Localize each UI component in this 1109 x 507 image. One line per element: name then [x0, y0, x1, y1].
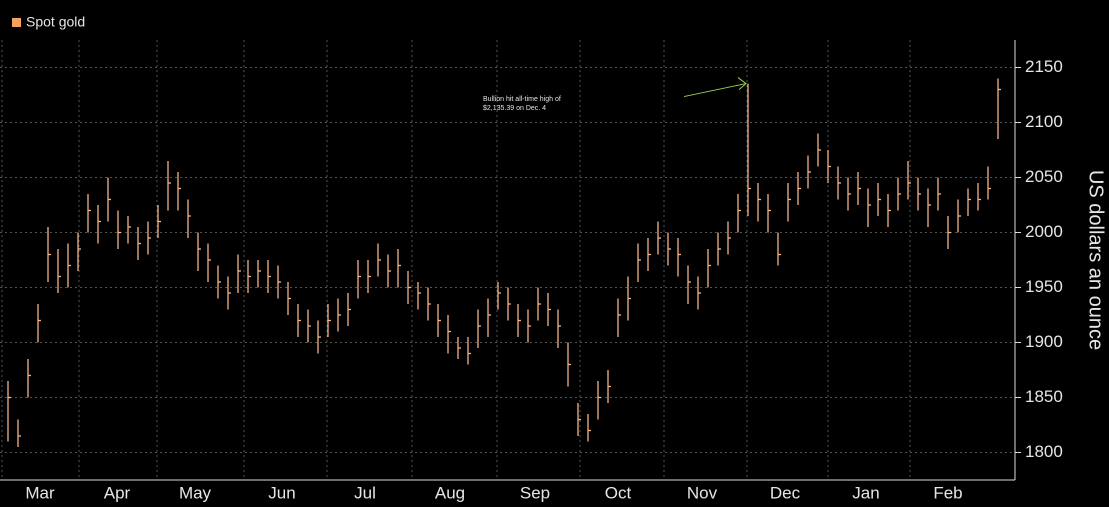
y-tick-label: 2000 — [1025, 222, 1063, 241]
annotation: $2,135.39 on Dec. 4 — [483, 105, 546, 112]
arrow-head — [737, 77, 747, 90]
legend-swatch — [12, 18, 21, 27]
x-tick-label: Aug — [435, 483, 465, 502]
y-tick-label: 2100 — [1025, 112, 1063, 131]
x-tick-label: Nov — [687, 483, 718, 502]
y-tick-label: 1850 — [1025, 387, 1063, 406]
x-tick-label: Jun — [268, 483, 295, 502]
y-tick-label: 1900 — [1025, 332, 1063, 351]
y-tick-label: 2150 — [1025, 57, 1063, 76]
y-tick-label: 1800 — [1025, 442, 1063, 461]
x-tick-label: Sep — [520, 483, 550, 502]
x-tick-label: Jul — [354, 483, 376, 502]
y-tick-label: 2050 — [1025, 167, 1063, 186]
legend-label: Spot gold — [26, 14, 85, 30]
x-tick-label: Mar — [25, 483, 55, 502]
x-tick-label: Feb — [933, 483, 962, 502]
annotation-arrow — [683, 83, 747, 98]
y-tick-label: 1950 — [1025, 277, 1063, 296]
y-axis-label: US dollars an ounce — [1085, 170, 1107, 350]
x-tick-label: Dec — [770, 483, 801, 502]
x-tick-label: Oct — [605, 483, 632, 502]
annotation: Bullion hit all-time high of — [483, 96, 561, 103]
x-tick-label: May — [179, 483, 212, 502]
x-tick-label: Jan — [852, 483, 879, 502]
x-tick-label: Apr — [104, 483, 131, 502]
